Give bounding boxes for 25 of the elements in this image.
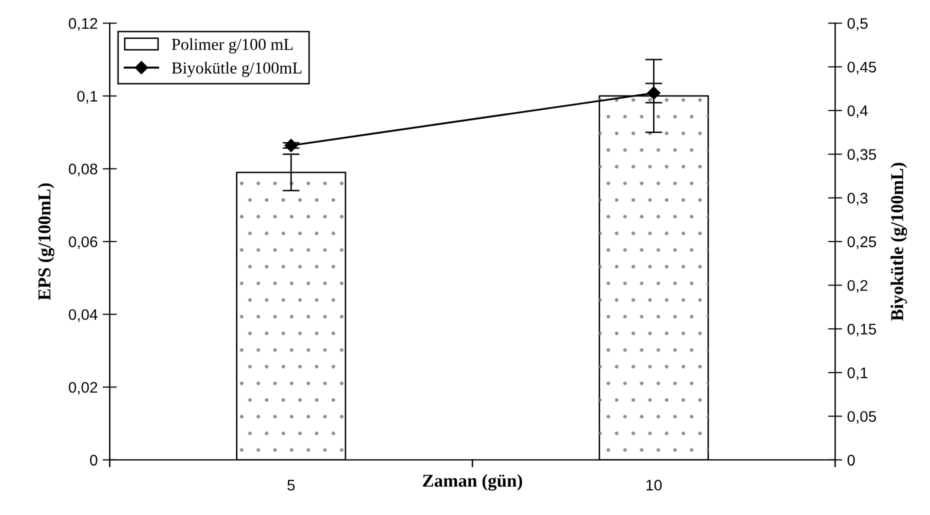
x-tick-label: 5 bbox=[287, 480, 295, 491]
y2-tick-label: 0,25 bbox=[848, 236, 876, 250]
y2-tick-label: 0,2 bbox=[848, 280, 868, 293]
y2-tick-label: 0,15 bbox=[848, 324, 876, 336]
y2-tick-label: 0,45 bbox=[848, 62, 876, 74]
legend-label: Polimer g/100 mL bbox=[172, 38, 293, 54]
y-tick-label: 0 bbox=[90, 454, 98, 466]
x-tick-label: 10 bbox=[646, 480, 662, 491]
y-tick-label: 0,04 bbox=[68, 309, 98, 322]
y2-tick-label: 0,5 bbox=[848, 18, 868, 31]
y2-tick-label: 0 bbox=[848, 454, 855, 466]
y-tick-label: 0,02 bbox=[68, 382, 98, 395]
y-tick-label: 0,12 bbox=[68, 18, 98, 31]
y2-tick-label: 0,4 bbox=[848, 105, 868, 118]
y2-tick-label: 0,05 bbox=[848, 411, 876, 424]
y2-tick-label: 0,35 bbox=[848, 149, 876, 162]
x-axis-title: Zaman (gün) bbox=[422, 474, 522, 491]
y2-axis-title: Biyokütle (g/100mL) bbox=[890, 162, 908, 321]
y2-tick-label: 0,3 bbox=[848, 192, 868, 206]
legend-label: Biyokütle g/100mL bbox=[172, 62, 302, 78]
y-axis-title: EPS (g/100mL) bbox=[38, 183, 54, 300]
y-tick-label: 0,08 bbox=[68, 164, 98, 176]
y-tick-label: 0,06 bbox=[68, 236, 98, 250]
y-tick-label: 0,1 bbox=[77, 90, 98, 104]
y2-tick-label: 0,1 bbox=[848, 367, 868, 380]
